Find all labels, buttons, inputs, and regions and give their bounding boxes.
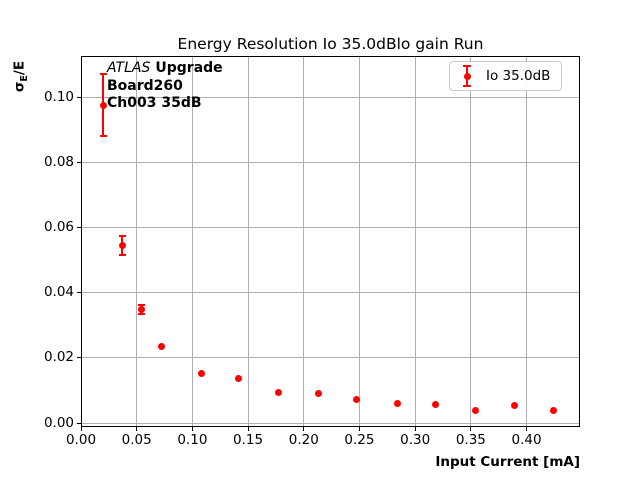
errorbar-marker-icon [461,65,473,87]
y-tick-mark [77,357,81,359]
data-point [137,305,145,313]
x-tick-mark [358,427,360,431]
y-tick-mark [77,422,81,424]
y-tick-label: 0.10 [43,88,74,105]
errorbar-dot [463,72,471,80]
annotation-atlas: ATLAS Upgrade Board260 Ch003 35dB [107,60,223,113]
x-tick-label: 0.40 [511,432,542,448]
y-axis-label: σE/E [11,60,31,93]
x-tick-label: 0.15 [233,432,264,448]
annotation-experiment: ATLAS [107,60,151,76]
data-point [471,406,479,414]
data-point [314,390,322,398]
y-tick-label: 0.08 [43,153,74,170]
annotation-upgrade: Upgrade [155,60,223,76]
x-tick-mark [303,427,305,431]
x-axis-label: Input Current [mA] [435,454,580,470]
x-tick-mark [136,427,138,431]
y-tick-mark [77,96,81,98]
errorbar-cap [118,253,126,256]
x-tick-label: 0.30 [400,432,431,448]
annotation-line-3: Ch003 35dB [107,95,202,111]
x-tick-label: 0.00 [65,432,97,448]
x-tick-mark [526,427,528,431]
x-gridline [136,56,138,427]
x-tick-mark [470,427,472,431]
errorbar-cap [99,135,107,138]
x-tick-label: 0.10 [177,432,208,448]
errorbar-cap-top [463,65,471,67]
y-gridline [81,357,580,359]
y-gridline [81,96,580,98]
data-point [118,241,126,249]
x-tick-mark [80,427,82,431]
y-gridline [81,226,580,228]
x-tick-mark [247,427,249,431]
y-gridline [81,161,580,163]
legend-label: Io 35.0dB [486,68,551,84]
x-tick-label: 0.20 [288,432,319,448]
legend: Io 35.0dB [449,61,563,91]
data-point [274,388,282,396]
data-point [352,396,360,404]
x-gridline [358,56,360,427]
y-tick-mark [77,292,81,294]
y-tick-label: 0.02 [43,349,74,366]
errorbar-cap [99,73,107,76]
x-gridline [191,56,193,427]
x-gridline [470,56,472,427]
annotation-line-1: ATLAS Upgrade [107,60,223,78]
data-point [393,400,401,408]
y-tick-mark [77,161,81,163]
errorbar-cap [137,304,145,307]
y-gridline [81,292,580,294]
x-gridline [526,56,528,427]
data-point [234,374,242,382]
data-point [99,101,107,109]
x-gridline [303,56,305,427]
y-tick-label: 0.04 [43,284,74,301]
x-tick-mark [414,427,416,431]
y-tick-label: 0.06 [43,218,74,235]
x-tick-label: 0.25 [344,432,375,448]
x-gridline [414,56,416,427]
data-point [197,370,205,378]
data-point [431,401,439,408]
errorbar-cap [137,312,145,315]
errorbar-cap [118,234,126,237]
data-point [157,342,165,350]
x-tick-mark [191,427,193,431]
errorbar-cap-bottom [463,85,471,87]
y-tick-label: 0.00 [43,414,74,431]
y-tick-mark [77,226,81,228]
data-point [510,402,518,410]
data-point [549,406,557,414]
y-gridline [81,422,580,424]
x-gridline [247,56,249,427]
chart-title: Energy Resolution Io 35.0dBlo gain Run [177,35,484,53]
x-tick-label: 0.05 [121,432,152,448]
annotation-line-2: Board260 [107,77,183,94]
x-tick-label: 0.35 [455,432,486,448]
